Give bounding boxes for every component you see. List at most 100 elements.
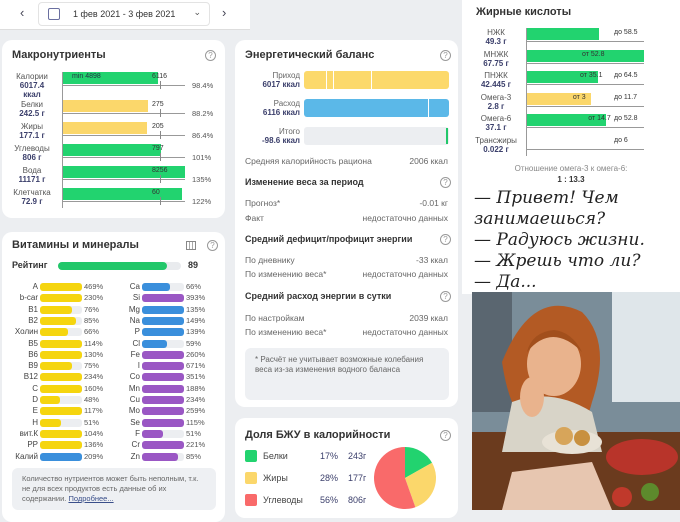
fatty-to: до 6 xyxy=(614,136,628,144)
nutrient-bar-fill xyxy=(142,283,170,291)
fatty-label: Омега-6 37.1 г xyxy=(468,114,524,132)
fatty-value: 67.75 г xyxy=(483,58,509,68)
nutrient-percent: 104% xyxy=(84,428,104,438)
nutrient-label: Mg xyxy=(128,304,140,314)
expense-label: Расход xyxy=(273,99,300,108)
fatty-from: от 35.1 xyxy=(579,72,603,79)
macro-axis xyxy=(62,135,185,136)
help-icon[interactable]: ? xyxy=(440,50,451,61)
macro-bar xyxy=(62,188,182,200)
macro-percent: 98.4% xyxy=(192,81,214,90)
fatty-bar xyxy=(526,92,591,105)
prev-date-button[interactable]: ‹ xyxy=(20,5,25,20)
fatty-from: от 52.8 xyxy=(582,50,605,58)
nutrient-bar xyxy=(142,441,184,450)
meme-line: — Радуюсь жизни. xyxy=(474,230,645,250)
target-tick xyxy=(160,197,161,205)
intake-value: 6017 ккал xyxy=(262,80,300,89)
nutrient-bar-fill xyxy=(142,452,178,461)
table-icon[interactable] xyxy=(186,241,196,250)
fatty-label: ПНЖК 42.445 г xyxy=(468,71,524,89)
more-link[interactable]: Подробнее... xyxy=(68,494,114,503)
nutrient-percent: 209% xyxy=(84,451,104,461)
nutrient-bar-fill xyxy=(40,283,82,291)
nutrient-bar-fill xyxy=(142,294,184,303)
nutrient-bar xyxy=(142,429,184,438)
fatty-bar xyxy=(526,28,600,40)
nutrient-percent: 234% xyxy=(84,372,104,382)
macro-target: 6116 xyxy=(152,73,168,80)
macro-label: Жиры 177.1 г xyxy=(6,122,58,140)
card-title: Макронутриенты xyxy=(12,49,106,61)
nutrient-percent: 76% xyxy=(84,304,100,314)
macro-label: Углеводы 806 г xyxy=(6,144,58,162)
legend-label: Жиры xyxy=(263,473,288,483)
help-icon[interactable]: ? xyxy=(440,234,451,245)
nutrient-bar xyxy=(40,316,82,325)
macro-label: Вода 11171 г xyxy=(6,166,58,184)
target-tick xyxy=(160,175,161,183)
nutrient-bar xyxy=(40,328,82,337)
help-icon[interactable]: ? xyxy=(440,430,451,441)
bju-pie-chart xyxy=(374,447,436,509)
expense-bar xyxy=(304,99,449,117)
macro-axis xyxy=(62,113,185,114)
nutrient-bar-fill xyxy=(40,316,76,325)
macro-min: min 4898 xyxy=(72,73,101,80)
nutrient-bar-fill xyxy=(40,429,82,438)
target-tick xyxy=(160,131,161,139)
fatty-axis xyxy=(526,62,644,64)
nutrient-percent: 221% xyxy=(186,440,206,450)
nutrient-bar-fill xyxy=(142,418,184,427)
help-icon[interactable]: ? xyxy=(207,240,218,251)
fatty-axis-vertical xyxy=(526,28,527,156)
omega-ratio-label: Отношение омега-3 к омега-6: xyxy=(514,164,628,173)
nutrient-percent: 59% xyxy=(186,338,202,348)
nutrient-bar xyxy=(40,294,82,303)
help-icon[interactable]: ? xyxy=(440,177,451,188)
macro-percent: 88.2% xyxy=(192,109,214,118)
nutrient-label: Калий xyxy=(15,451,38,461)
fatty-bar xyxy=(526,71,598,83)
help-icon[interactable]: ? xyxy=(440,291,451,302)
nutrient-bar xyxy=(142,305,184,314)
macro-name: Углеводы xyxy=(14,144,50,153)
fatty-value: 49.3 г xyxy=(485,37,507,46)
macro-name: Калории xyxy=(16,72,48,81)
avg-label: Средняя калорийность рациона xyxy=(245,156,372,166)
nutrient-bar xyxy=(40,305,82,314)
fatty-to: до 64.5 xyxy=(614,72,638,79)
help-icon[interactable]: ? xyxy=(205,50,216,61)
nutrient-bar xyxy=(40,384,82,393)
next-date-button[interactable]: › xyxy=(222,5,227,20)
fatty-from: от 14.7 xyxy=(588,115,611,122)
date-range-select[interactable]: 1 фев 2021 - 3 фев 2021 ⌄ xyxy=(38,2,210,26)
fatty-value: 37.1 г xyxy=(485,123,507,132)
nutrient-bar-fill xyxy=(40,362,72,371)
nutrient-bar-fill xyxy=(40,294,82,303)
nutrient-percent: 115% xyxy=(186,417,205,427)
calendar-icon xyxy=(48,8,60,20)
note-text: Количество нутриентов может быть неполны… xyxy=(22,474,199,503)
nutrient-label: B6 xyxy=(28,349,38,359)
nutrient-label: Mn xyxy=(128,383,140,393)
macro-name: Вода xyxy=(22,166,42,175)
fatty-axis xyxy=(526,41,644,42)
fatty-bar xyxy=(526,114,607,126)
nutrient-bar-fill xyxy=(40,396,61,404)
nutrient-bar-fill xyxy=(142,362,184,371)
nutrient-bar-fill xyxy=(142,396,184,404)
fatty-axis xyxy=(526,127,644,128)
fatty-to: до 11.7 xyxy=(614,93,638,101)
nutrient-bar xyxy=(142,396,184,404)
forecast-label: Прогноз* xyxy=(245,198,281,208)
nutrient-bar xyxy=(142,294,184,303)
target-tick xyxy=(160,109,161,117)
energy-balance-card: Энергетический баланс ? Приход 6017 ккал… xyxy=(235,40,458,407)
nutrient-bar-fill xyxy=(142,384,184,393)
nutrient-label: Fe xyxy=(130,349,140,359)
intake-bar xyxy=(304,71,449,89)
intake-label: Приход xyxy=(272,71,300,80)
macro-percent: 122% xyxy=(192,197,212,206)
nutrient-bar-fill xyxy=(40,452,82,461)
